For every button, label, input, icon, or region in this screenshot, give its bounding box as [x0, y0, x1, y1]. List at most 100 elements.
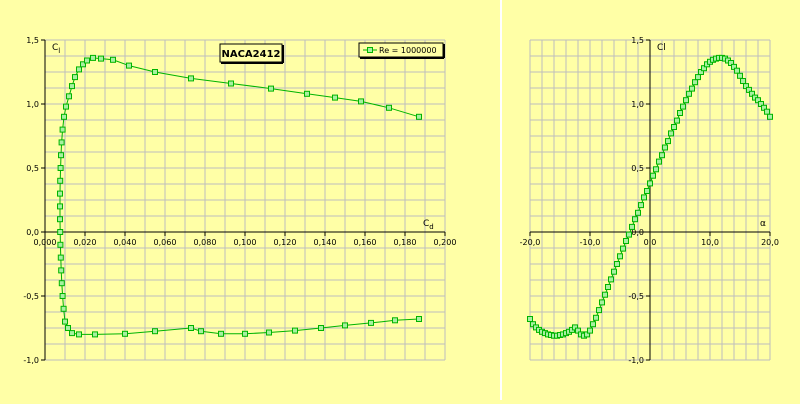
- polar-data-point: [72, 74, 78, 81]
- alpha-data-point: [617, 253, 623, 260]
- alpha-data-point: [674, 117, 680, 124]
- polar-data-point: [218, 330, 224, 337]
- polar-data-point: [58, 152, 64, 159]
- alpha-x-tick-label: -10,0: [580, 238, 601, 247]
- polar-data-point: [62, 318, 68, 325]
- polar-x-tick-label: 0,200: [434, 238, 457, 247]
- polar-data-point: [332, 94, 338, 101]
- alpha-grid: [529, 39, 771, 361]
- polar-data-point: [416, 113, 422, 120]
- polar-data-point: [126, 62, 132, 69]
- alpha-data-point: [671, 124, 677, 130]
- alpha-data-point: [689, 85, 695, 92]
- alpha-x-axis-label: α: [760, 219, 766, 229]
- alpha-data-point: [662, 144, 668, 151]
- alpha-data-point: [638, 202, 644, 209]
- panel-divider[interactable]: [500, 0, 502, 400]
- polar-y-tick-label: 0,5: [26, 164, 39, 173]
- alpha-data-point: [611, 268, 617, 275]
- polar-data-point: [84, 57, 90, 64]
- polar-data-point: [63, 103, 69, 110]
- polar-x-tick-label: 0,140: [314, 238, 337, 247]
- polar-data-point: [69, 330, 75, 337]
- polar-data-point: [65, 325, 71, 331]
- alpha-data-point: [647, 180, 653, 187]
- polar-data-point: [58, 139, 65, 146]
- polar-x-tick-label: 0,080: [194, 238, 217, 247]
- polar-grid: [44, 39, 446, 361]
- polar-data-point: [66, 93, 72, 100]
- polar-data-point: [392, 317, 398, 324]
- alpha-chart: -20,0 -10,0 0,0 10,0 20,0 -1,0 -0,5 0,0 0,5 1,0 1,…: [520, 36, 779, 365]
- polar-data-point: [122, 330, 128, 337]
- polar-x-tick-label: 0,040: [114, 238, 137, 247]
- alpha-data-point: [665, 138, 671, 145]
- alpha-data-point: [635, 209, 641, 216]
- polar-legend-swatch-marker: [367, 47, 373, 53]
- alpha-data-point: [677, 110, 683, 116]
- alpha-data-point: [590, 321, 596, 328]
- polar-data-point: [228, 80, 234, 87]
- polar-data-point: [57, 216, 63, 223]
- polar-data-point: [57, 254, 64, 261]
- polar-data-point: [57, 190, 63, 197]
- alpha-x-tick-label: 0,0: [644, 238, 657, 247]
- polar-data-point: [57, 229, 64, 235]
- polar-data-point: [266, 329, 272, 336]
- alpha-x-tick-label: -20,0: [520, 238, 541, 247]
- polar-y-tick-label: 1,5: [26, 36, 39, 45]
- alpha-y-tick-label: 0,0: [631, 228, 644, 237]
- polar-series-line: [59, 57, 420, 335]
- polar-y-axis-label-sub: l: [58, 47, 60, 55]
- polar-data-point: [76, 66, 82, 73]
- alpha-data-point: [602, 291, 608, 298]
- polar-chart: 0,000 0,020 0,040 0,060 0,080 0,100 0,120 0,140…: [23, 36, 456, 365]
- alpha-data-point: [767, 113, 773, 120]
- alpha-data-point: [656, 158, 662, 165]
- alpha-data-point: [593, 314, 599, 321]
- polar-data-point: [61, 113, 67, 120]
- polar-x-tick-label: 0,120: [274, 238, 297, 247]
- alpha-data-point: [626, 231, 632, 238]
- alpha-data-point: [695, 74, 701, 81]
- alpha-data-point: [608, 276, 614, 283]
- alpha-data-point: [629, 223, 635, 230]
- polar-data-point: [58, 280, 65, 287]
- polar-data-point: [80, 61, 86, 68]
- alpha-y-axis-label: Cl: [657, 43, 666, 53]
- alpha-data-point: [764, 108, 770, 115]
- alpha-data-point: [587, 327, 593, 334]
- alpha-data-point: [614, 261, 620, 267]
- polar-data-point: [57, 165, 64, 171]
- alpha-y-tick-label: -1,0: [628, 356, 644, 365]
- polar-x-tick-label: 0,060: [154, 238, 177, 247]
- alpha-data-point: [680, 103, 686, 110]
- polar-data-point: [57, 241, 64, 248]
- polar-chart-title: NACA2412: [221, 49, 280, 60]
- polar-data-point: [368, 319, 374, 326]
- alpha-data-point: [641, 194, 647, 201]
- polar-x-axis-label-sub: d: [429, 223, 433, 231]
- alpha-data-point: [596, 307, 602, 314]
- polar-y-axis-label: Cl: [52, 43, 60, 55]
- alpha-data-point: [632, 216, 638, 223]
- polar-x-tick-label: 0,100: [234, 238, 257, 247]
- polar-data-point: [188, 75, 194, 82]
- polar-data-point: [58, 267, 65, 274]
- polar-data-point: [342, 322, 348, 329]
- polar-y-tick-label: -0,5: [23, 292, 39, 301]
- polar-data-point: [92, 331, 98, 338]
- alpha-data-point: [692, 79, 698, 86]
- alpha-data-point: [686, 90, 692, 97]
- polar-data-point: [242, 330, 248, 337]
- polar-data-point: [292, 327, 298, 334]
- polar-data-point: [268, 85, 274, 92]
- alpha-data-point: [653, 166, 659, 173]
- alpha-data-point: [650, 172, 656, 179]
- polar-x-axis-label: Cd: [423, 219, 434, 231]
- alpha-data-point: [668, 130, 674, 137]
- polar-data-point: [98, 55, 104, 62]
- polar-data-point: [152, 69, 158, 75]
